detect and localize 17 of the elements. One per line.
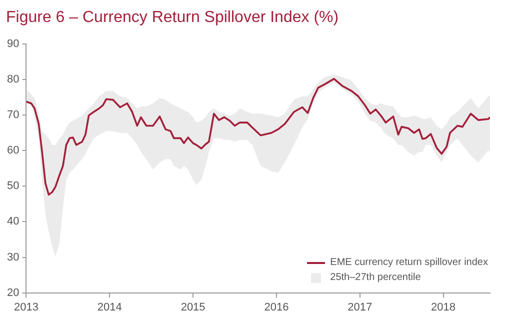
y-tick-label: 90 <box>6 38 20 50</box>
y-tick-label: 30 <box>6 251 20 264</box>
annotation: 25th–27th percentile <box>330 271 421 285</box>
x-tick-label: 2013 <box>14 301 38 314</box>
y-tick-label: 80 <box>6 74 20 86</box>
y-tick-label: 20 <box>6 286 20 299</box>
y-tick-label: 50 <box>6 180 20 192</box>
x-tick-label: 2014 <box>97 301 122 314</box>
y-tick-label: 70 <box>6 109 20 122</box>
legend-label: EME currency return spillover index <box>330 256 488 270</box>
x-tick-label: 2016 <box>264 301 289 314</box>
y-tick-label: 60 <box>6 144 20 157</box>
x-tick-label: 2015 <box>180 301 206 314</box>
chart-title: Figure 6 – Currency Return Spillover Index (%) <box>6 9 339 27</box>
x-tick-label: 2017 <box>348 301 372 314</box>
x-tick-label: 2018 <box>431 301 456 314</box>
y-tick-label: 40 <box>6 216 20 228</box>
